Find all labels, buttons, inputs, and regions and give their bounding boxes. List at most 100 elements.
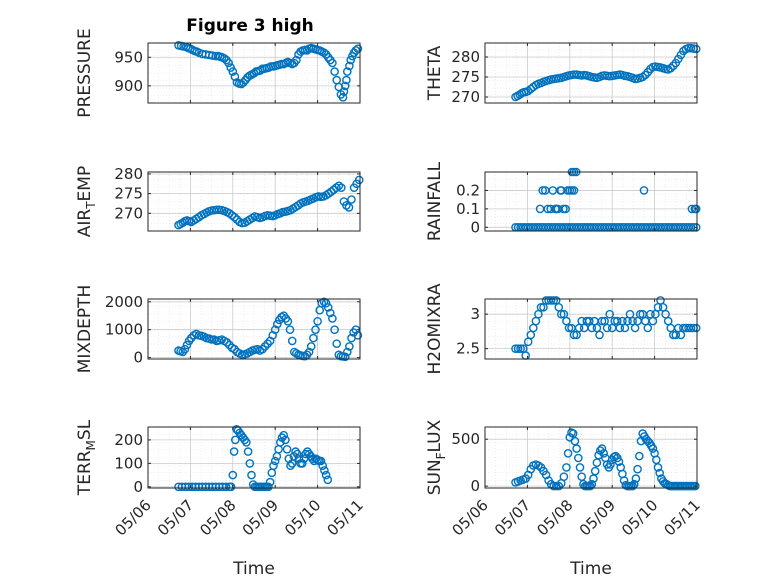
data-point	[316, 456, 326, 466]
data-point	[549, 296, 559, 305]
data-point	[691, 323, 701, 333]
x-tick-label: 05/09	[239, 496, 282, 539]
data-point	[318, 461, 328, 471]
data-point	[221, 482, 231, 492]
data-point	[575, 463, 585, 472]
data-point	[686, 323, 696, 333]
data-point	[631, 474, 641, 483]
data-point	[270, 325, 280, 335]
data-point	[605, 309, 615, 319]
data-point	[229, 447, 239, 456]
axes-box	[147, 171, 361, 232]
data-point	[242, 437, 251, 447]
data-point	[281, 435, 290, 445]
x-axis-label: Time	[232, 559, 275, 579]
data-point	[595, 330, 604, 340]
data-point	[228, 67, 238, 76]
y-tick-label: 270	[114, 204, 143, 222]
x-tick-label: 05/06	[112, 496, 155, 539]
data-point	[691, 204, 701, 214]
data-point	[321, 470, 331, 480]
data-point	[628, 481, 637, 491]
x-tick-label: 05/11	[324, 496, 367, 539]
data-point	[639, 186, 649, 195]
data-point	[230, 72, 240, 81]
data-point	[182, 340, 192, 350]
x-tick-label: 05/06	[449, 496, 492, 539]
y-tick-label: 200	[114, 431, 143, 449]
y-tick-label: 270	[451, 88, 480, 106]
data-point	[287, 336, 297, 346]
data-point	[347, 195, 356, 204]
data-point	[247, 470, 256, 480]
data-point	[264, 482, 273, 492]
data-point	[279, 430, 289, 440]
data-point	[272, 319, 282, 329]
y-tick-label: 275	[114, 185, 143, 203]
data-point	[321, 298, 331, 308]
y-axis-label: RAINFALL	[425, 161, 445, 241]
data-point	[513, 344, 523, 354]
series-markers	[174, 424, 333, 492]
data-point	[332, 339, 342, 349]
data-point	[563, 448, 573, 458]
data-point	[655, 468, 665, 478]
axes-box	[484, 42, 698, 104]
data-point	[270, 456, 280, 466]
data-point	[606, 460, 615, 469]
data-point	[342, 75, 351, 85]
data-point	[564, 323, 574, 333]
data-point	[230, 435, 240, 445]
data-point	[345, 342, 354, 351]
y-tick-label: 3	[470, 305, 480, 323]
data-point	[260, 342, 270, 351]
data-point	[319, 48, 329, 58]
data-point	[227, 210, 237, 220]
y-tick-label: 950	[114, 48, 143, 66]
data-point	[633, 464, 642, 474]
data-point	[323, 475, 333, 485]
data-point	[666, 63, 676, 73]
data-point	[328, 58, 337, 68]
data-point	[330, 67, 339, 76]
y-tick-label: 2.5	[456, 340, 480, 358]
axes-box	[147, 426, 361, 489]
data-point	[338, 93, 348, 102]
data-point	[228, 470, 238, 480]
data-point	[243, 447, 253, 456]
y-tick-label: 900	[114, 77, 143, 95]
subplot-mixdepth: 0 1000 2000 MIXDEPTH	[75, 285, 363, 373]
data-point	[323, 303, 333, 312]
data-point	[239, 78, 248, 87]
data-point	[602, 323, 612, 333]
x-tick-label: 05/08	[196, 496, 239, 539]
data-point	[559, 472, 569, 482]
subplot-pressure: 900 950 PRESSURE	[75, 28, 363, 118]
data-point	[344, 203, 354, 212]
subplot-h2omixra: 2.5 3 H2OMIXRA	[425, 283, 701, 375]
y-axis-label: AIRTEMP	[75, 166, 98, 237]
data-point	[325, 308, 335, 318]
subplot-terr_msl: 0 100 200 TERRMSL 05/06 05/07 05/08 05/09 05/10 0…	[75, 419, 367, 579]
data-point	[590, 466, 600, 476]
x-tick-label: 05/07	[491, 496, 534, 539]
data-point	[354, 175, 364, 185]
data-point	[304, 347, 314, 357]
data-point	[691, 44, 701, 54]
data-point	[311, 325, 320, 335]
x-tick-label: 05/10	[281, 496, 324, 539]
y-tick-label: 0	[470, 477, 480, 495]
data-point	[230, 212, 239, 222]
x-tick-label: 05/11	[661, 496, 704, 539]
data-point	[319, 297, 329, 307]
y-tick-label: 275	[451, 68, 480, 86]
data-point	[342, 67, 352, 76]
data-point	[353, 44, 363, 54]
x-axis-label: Time	[569, 559, 612, 579]
data-point	[306, 342, 316, 351]
data-point	[557, 186, 566, 195]
data-point	[353, 330, 363, 340]
